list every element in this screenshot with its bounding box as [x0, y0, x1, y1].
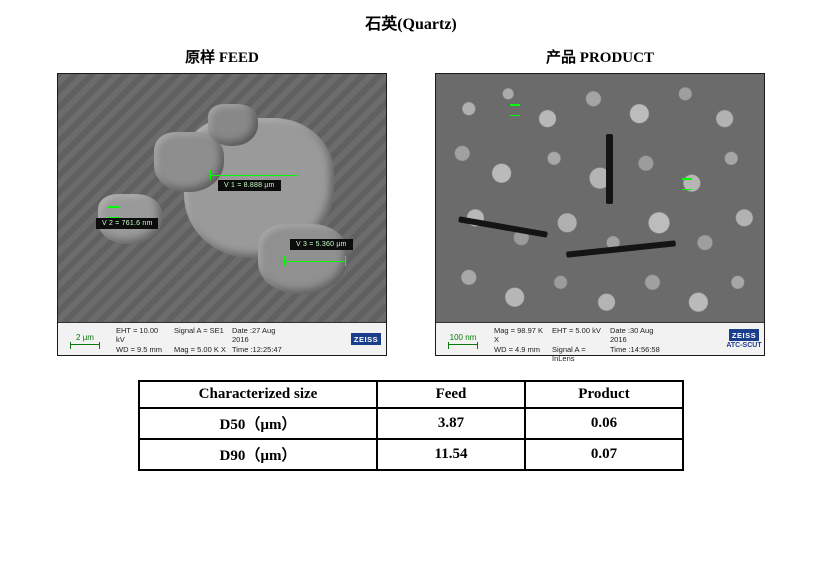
feed-meta: EHT = 10.00 kV Signal A = SE1 Date :27 A… [112, 323, 346, 355]
page-title: 石英(Quartz) [0, 10, 822, 34]
feed-scalebar-icon [70, 344, 100, 345]
v2-label: V 2 = 761.6 nm [96, 218, 158, 229]
product-scalebar-icon [448, 344, 478, 345]
feed-scale-label: 2 µm [76, 333, 94, 342]
product-time: Time :14:56:58 [610, 345, 662, 364]
product-grains [436, 74, 764, 322]
product-bracket-icon [510, 104, 520, 116]
feed-time: Time :12:25:47 [232, 345, 284, 354]
product-sublogo: ATC-SCUT [726, 342, 761, 349]
table-row: D50（µm） 3.87 0.06 [139, 408, 683, 439]
feed-caption: 原样 FEED [185, 46, 259, 67]
cell-d50-feed: 3.87 [377, 408, 525, 439]
feed-scale: 2 µm [58, 323, 112, 355]
product-eht: EHT = 5.00 kV [552, 326, 604, 345]
product-scale-label: 100 nm [450, 333, 477, 342]
v3-label: V 3 = 5.360 µm [290, 239, 353, 250]
cell-d50-label: D50（µm） [139, 408, 377, 439]
v3-ruler-icon [284, 256, 346, 266]
cell-d90-product: 0.07 [525, 439, 683, 470]
table-header-row: Characterized size Feed Product [139, 381, 683, 408]
header-feed: Feed [377, 381, 525, 408]
feed-sem-image: V 1 = 8.888 µm V 2 = 761.6 nm V 3 = 5.36… [58, 74, 386, 322]
cell-d90-label: D90（µm） [139, 439, 377, 470]
product-scale: 100 nm [436, 323, 490, 355]
feed-date: Date :27 Aug 2016 [232, 326, 284, 345]
feed-sem-frame: V 1 = 8.888 µm V 2 = 761.6 nm V 3 = 5.36… [57, 73, 387, 356]
table-row: D90（µm） 11.54 0.07 [139, 439, 683, 470]
feed-wd: WD = 9.5 mm [116, 345, 168, 354]
product-date: Date :30 Aug 2016 [610, 326, 662, 345]
cell-d90-feed: 11.54 [377, 439, 525, 470]
feed-particle [208, 104, 258, 146]
product-info-bar: 100 nm Mag = 98.97 K X EHT = 5.00 kV Dat… [436, 322, 764, 355]
header-characterized: Characterized size [139, 381, 377, 408]
product-signal: Signal A = InLens [552, 345, 604, 364]
product-wd: WD = 4.9 mm [494, 345, 546, 364]
feed-info-bar: 2 µm EHT = 10.00 kV Signal A = SE1 Date … [58, 322, 386, 355]
v2-bracket-icon [108, 206, 120, 218]
zeiss-logo-icon: ZEISS [351, 333, 381, 345]
header-product: Product [525, 381, 683, 408]
feed-eht: EHT = 10.00 kV [116, 326, 168, 345]
product-mag: Mag = 98.97 K X [494, 326, 546, 345]
feed-signal: Signal A = SE1 [174, 326, 226, 345]
product-meta: Mag = 98.97 K X EHT = 5.00 kV Date :30 A… [490, 323, 724, 355]
v1-ruler-icon [210, 170, 298, 180]
v1-label: V 1 = 8.888 µm [218, 180, 281, 191]
feed-mag: Mag = 5.00 K X [174, 345, 226, 354]
product-logo: ZEISS ATC-SCUT [724, 323, 764, 355]
cell-d50-product: 0.06 [525, 408, 683, 439]
product-caption: 产品 PRODUCT [546, 46, 654, 67]
zeiss-logo-icon: ZEISS [729, 329, 759, 341]
product-crack [606, 134, 613, 204]
product-column: 产品 PRODUCT 100 nm M [435, 46, 765, 356]
product-sem-frame: 100 nm Mag = 98.97 K X EHT = 5.00 kV Dat… [435, 73, 765, 356]
feed-particle [154, 132, 224, 192]
feed-logo: ZEISS [346, 323, 386, 355]
size-table: Characterized size Feed Product D50（µm） … [138, 380, 684, 471]
image-row: 原样 FEED V 1 = 8.888 µm V 2 = 761.6 nm [0, 46, 822, 356]
product-sem-image [436, 74, 764, 322]
product-bracket-icon [682, 178, 692, 190]
feed-column: 原样 FEED V 1 = 8.888 µm V 2 = 761.6 nm [57, 46, 387, 356]
